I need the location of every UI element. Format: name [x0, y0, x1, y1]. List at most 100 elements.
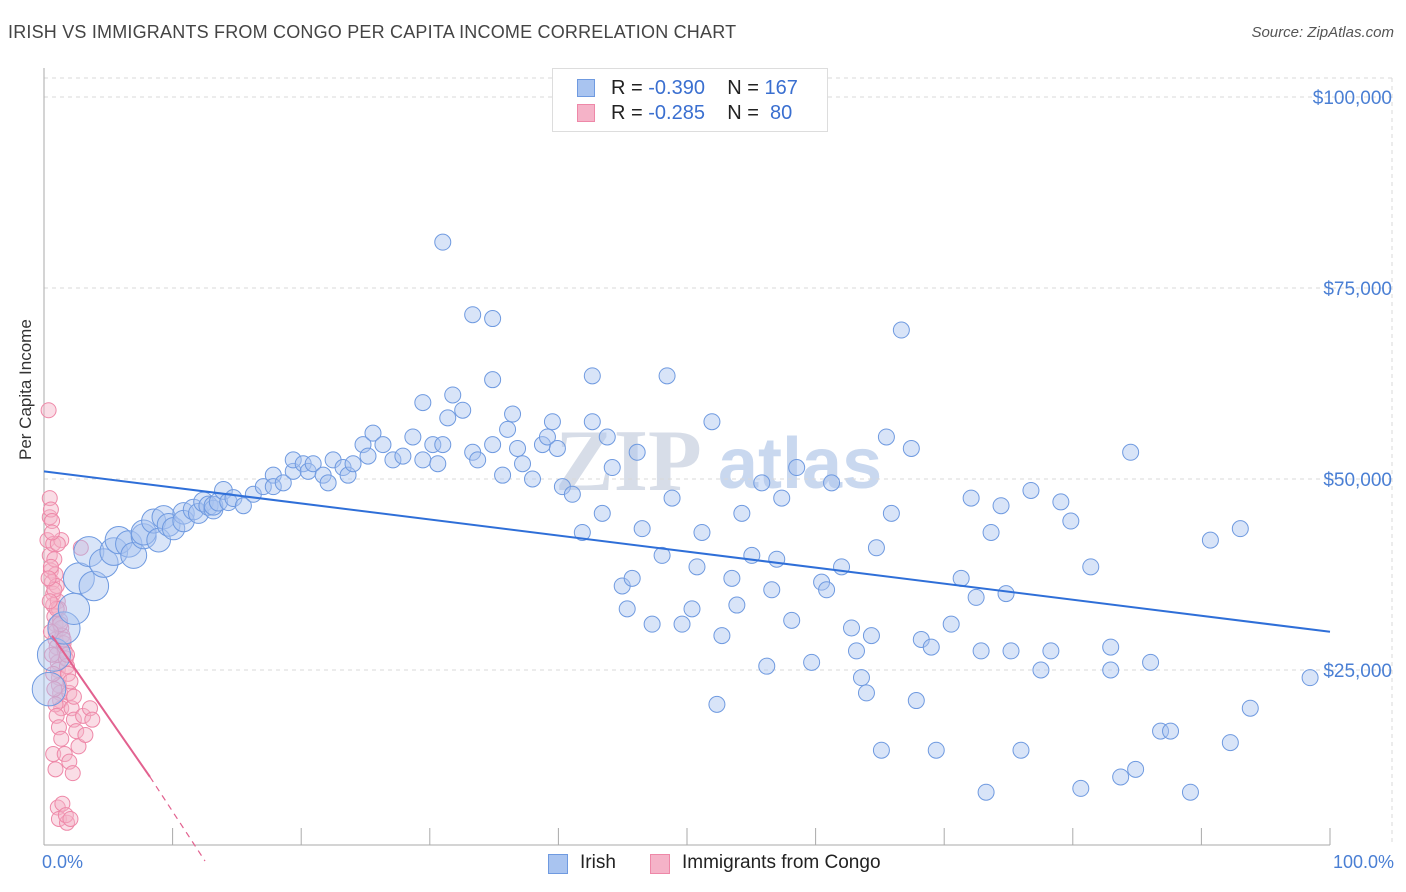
congo-point: [65, 688, 82, 705]
irish-point: [548, 439, 566, 457]
svg-text:atlas: atlas: [718, 424, 882, 504]
congo-point: [42, 501, 59, 518]
irish-point: [394, 447, 412, 465]
irish-point: [414, 451, 432, 469]
irish-point: [927, 741, 945, 759]
irish-point: [922, 638, 940, 656]
irish-point: [384, 451, 402, 469]
congo-point: [45, 746, 62, 763]
irish-series: [31, 233, 1319, 801]
congo-point: [44, 524, 61, 541]
irish-point: [653, 546, 671, 564]
irish-point: [643, 615, 661, 633]
congo-point: [72, 539, 89, 556]
irish-point: [843, 619, 861, 637]
irish-point: [120, 541, 148, 569]
irish-point: [504, 405, 522, 423]
irish-point: [882, 504, 900, 522]
irish-point: [1152, 722, 1170, 740]
irish-point: [414, 394, 432, 412]
irish-point: [1012, 741, 1030, 759]
congo-trend-line: [51, 635, 151, 778]
irish-point: [1002, 642, 1020, 660]
congo-point: [40, 402, 57, 419]
irish-point: [693, 523, 711, 541]
irish-point: [484, 310, 502, 328]
irish-point: [1142, 653, 1160, 671]
trend-lines: [43, 470, 1331, 862]
irish-point: [593, 504, 611, 522]
source-label: Source: ZipAtlas.com: [1251, 24, 1394, 41]
irish-point: [264, 478, 282, 496]
irish-point: [429, 455, 447, 473]
irish-point: [1022, 481, 1040, 499]
irish-point: [364, 424, 382, 442]
irish-point: [1127, 760, 1145, 778]
irish-point: [907, 692, 925, 710]
irish-point: [203, 495, 224, 516]
irish-point: [628, 443, 646, 461]
irish-point: [852, 669, 870, 687]
irish-point: [708, 695, 726, 713]
irish-point: [89, 548, 119, 578]
irish-point: [623, 569, 641, 587]
irish-point: [658, 367, 676, 385]
irish-point: [583, 413, 601, 431]
irish-point: [469, 451, 487, 469]
chart-title: IRISH VS IMMIGRANTS FROM CONGO PER CAPIT…: [8, 22, 737, 42]
irish-point: [31, 671, 67, 707]
irish-point: [573, 523, 591, 541]
irish-point: [344, 455, 362, 473]
irish-point: [857, 684, 875, 702]
irish-point: [254, 478, 272, 496]
irish-point: [1032, 661, 1050, 679]
irish-point: [803, 653, 821, 671]
irish-point: [733, 504, 751, 522]
irish-point: [618, 600, 636, 618]
irish-point: [758, 657, 776, 675]
legend-row-irish: R = -0.390 N = 167: [577, 77, 798, 101]
congo-point: [84, 711, 101, 728]
irish-point: [753, 474, 771, 492]
congo-point: [44, 513, 61, 530]
y-tick-label: $75,000: [1323, 279, 1392, 300]
irish-point: [728, 596, 746, 614]
irish-point: [47, 611, 81, 645]
irish-point: [1072, 779, 1090, 797]
irish-point: [688, 558, 706, 576]
y-tick-labels: $25,000 $50,000 $75,000 $100,000: [1313, 88, 1392, 682]
congo-point: [53, 730, 70, 747]
irish-point: [1181, 783, 1199, 801]
irish-point: [274, 474, 292, 492]
irish-point: [130, 523, 157, 550]
irish-point: [1102, 661, 1120, 679]
irish-point: [713, 627, 731, 645]
svg-text:ZIP: ZIP: [555, 413, 702, 510]
congo-point: [47, 761, 64, 778]
y-tick-label: $50,000: [1323, 470, 1392, 491]
irish-point: [972, 642, 990, 660]
irish-point: [514, 455, 532, 473]
irish-point: [788, 459, 806, 477]
irish-point: [997, 585, 1015, 603]
irish-point: [1052, 493, 1070, 511]
irish-point: [862, 627, 880, 645]
irish-point: [434, 436, 452, 454]
irish-point: [1122, 443, 1140, 461]
irish-point: [439, 409, 457, 427]
irish-point: [1062, 512, 1080, 530]
irish-point: [703, 413, 721, 431]
irish-point: [967, 588, 985, 606]
irish-point: [454, 401, 472, 419]
irish-point: [73, 536, 105, 568]
y-tick-label: $100,000: [1313, 88, 1392, 109]
irish-point: [1241, 699, 1259, 717]
irish-legend-label: Irish: [580, 852, 616, 873]
irish-point: [1102, 638, 1120, 656]
congo-trend-extension: [149, 776, 206, 862]
irish-point: [962, 489, 980, 507]
irish-point: [284, 451, 302, 469]
irish-point: [598, 428, 616, 446]
congo-point: [44, 646, 61, 663]
